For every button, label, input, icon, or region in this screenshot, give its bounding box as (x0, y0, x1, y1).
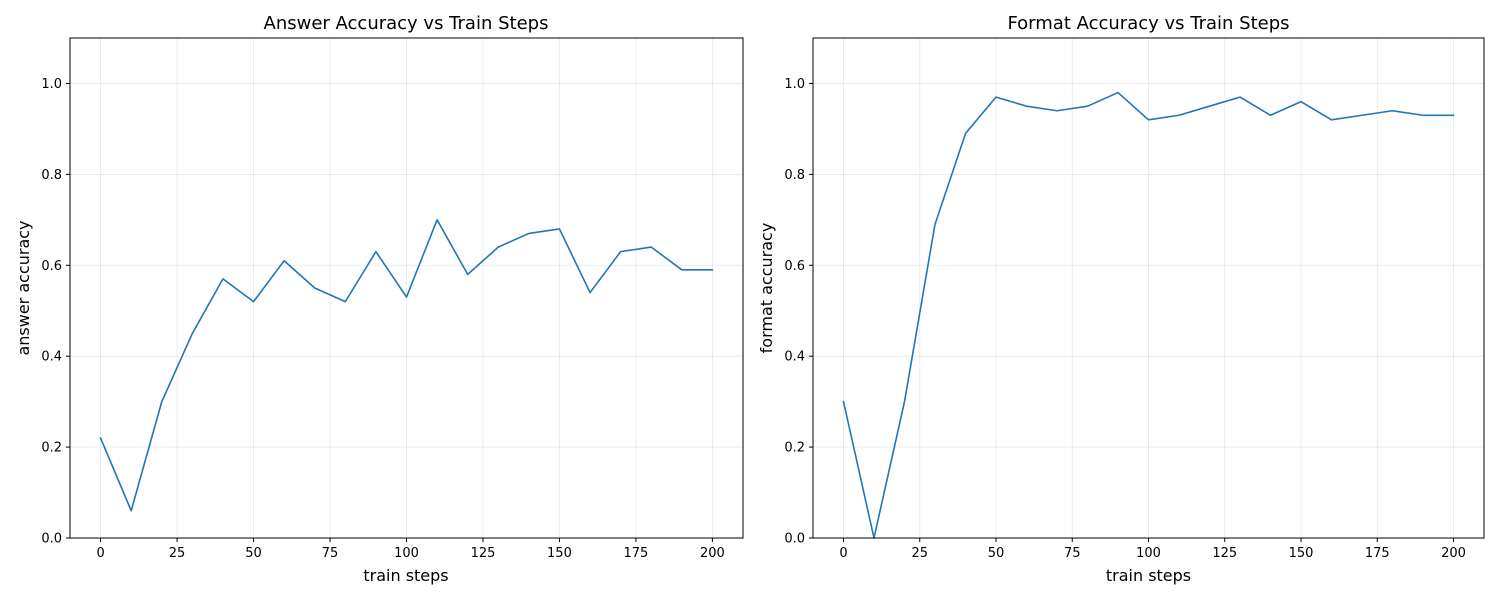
x-tick-label: 200 (700, 546, 725, 561)
x-tick-label: 50 (245, 546, 262, 561)
chart-title: Answer Accuracy vs Train Steps (264, 13, 549, 34)
chart-format-accuracy: Format Accuracy vs Train Steps train ste… (757, 13, 1485, 585)
x-tick-label: 25 (169, 546, 186, 561)
x-tick-label: 150 (1289, 546, 1314, 561)
axes-frame (69, 37, 744, 539)
y-axis-label: answer accuracy (14, 220, 33, 355)
x-tick-label: 150 (547, 546, 572, 561)
x-axis-label: train steps (363, 566, 448, 585)
plot-area: 0 25 50 75 100 125 150 175 200 0.0 0.2 0.4 0.6 0.8 1.0 (41, 37, 744, 561)
plot-area: 0 25 50 75 100 125 150 175 200 0.0 0.2 0.4 0.6 0.8 1.0 (784, 37, 1485, 561)
x-tick-label: 125 (1212, 546, 1237, 561)
y-tick-label: 0.4 (41, 350, 62, 365)
y-tick-label: 1.0 (784, 77, 805, 92)
chart-title: Format Accuracy vs Train Steps (1007, 13, 1289, 34)
x-tick-label: 100 (1136, 546, 1161, 561)
y-tick-label: 0.2 (41, 441, 62, 456)
y-tick-label: 0.8 (41, 168, 62, 183)
y-tick-label: 0.6 (41, 259, 62, 274)
x-tick-label: 25 (911, 546, 928, 561)
x-tick-label: 0 (839, 546, 847, 561)
y-tick-label: 0.6 (784, 259, 805, 274)
x-tick-label: 175 (1365, 546, 1390, 561)
y-axis-label: format accuracy (757, 223, 776, 354)
x-tick-label: 175 (624, 546, 649, 561)
y-tick-label: 0.0 (41, 532, 62, 547)
series-line (842, 91, 1455, 539)
x-tick-label: 0 (96, 546, 104, 561)
y-tick-label: 0.8 (784, 168, 805, 183)
x-tick-label: 75 (1064, 546, 1081, 561)
x-axis-label: train steps (1106, 566, 1191, 585)
y-tick-label: 1.0 (41, 77, 62, 92)
y-tick-label: 0.2 (784, 441, 805, 456)
series-line (99, 219, 714, 512)
x-tick-label: 200 (1441, 546, 1466, 561)
x-tick-label: 75 (322, 546, 339, 561)
y-tick-label: 0.4 (784, 350, 805, 365)
x-tick-label: 50 (988, 546, 1005, 561)
x-tick-label: 100 (394, 546, 419, 561)
axes-frame (812, 37, 1485, 539)
chart-answer-accuracy: Answer Accuracy vs Train Steps train ste… (14, 13, 744, 585)
y-tick-label: 0.0 (784, 532, 805, 547)
x-tick-label: 125 (471, 546, 496, 561)
